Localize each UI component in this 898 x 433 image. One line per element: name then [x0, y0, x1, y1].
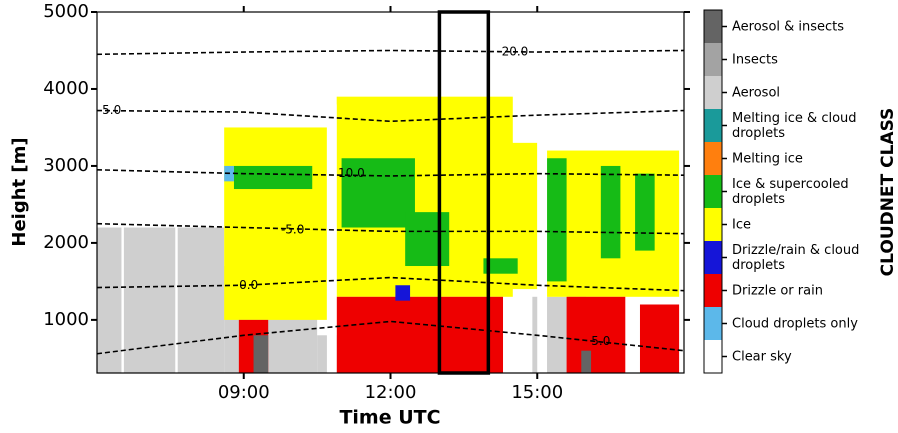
y-tick-label: 2000 — [43, 232, 89, 253]
colorbar-swatch — [704, 208, 722, 241]
colorbar-class-label: Clear sky — [732, 349, 792, 364]
contour-label: 5.0 — [102, 103, 121, 117]
temperature-contour — [96, 109, 685, 123]
temperature-contour — [96, 168, 685, 177]
class-patch — [224, 127, 327, 320]
x-tick-label: 12:00 — [365, 382, 417, 403]
class-patch — [233, 165, 313, 190]
class-patch — [405, 212, 450, 267]
colorbar-class-label: Aerosol & insects — [732, 19, 845, 34]
temperature-contour — [96, 276, 685, 292]
temperature-contour — [96, 320, 685, 355]
contour-label: 0.0 — [239, 278, 258, 292]
colorbar-swatch — [704, 175, 722, 208]
colorbar-swatch — [704, 109, 722, 142]
class-patch — [253, 335, 269, 373]
class-patch — [175, 227, 178, 373]
colorbar-frame — [703, 9, 723, 374]
y-tick-label: 4000 — [43, 78, 89, 99]
colorbar-swatch — [704, 340, 722, 373]
colorbar-swatch — [704, 307, 722, 340]
temperature-contour — [96, 49, 685, 56]
y-tick-label: 5000 — [43, 1, 89, 22]
colorbar-class-label: Melting ice & cloud droplets — [732, 110, 857, 141]
contour-label: 5.0 — [591, 334, 610, 348]
x-label: Time UTC — [339, 407, 440, 429]
colorbar-class-label: Cloud droplets only — [732, 316, 858, 331]
class-patch — [639, 304, 680, 373]
class-patch — [600, 165, 621, 259]
contour-label: 10.0 — [338, 166, 365, 180]
colorbar-class-label: Aerosol — [732, 85, 781, 100]
colorbar-swatch — [704, 43, 722, 76]
colorbar-class-label: Melting ice — [732, 151, 803, 166]
x-tick-label: 09:00 — [218, 382, 270, 403]
class-patch — [537, 119, 548, 373]
colorbar-class-label: Insects — [732, 52, 778, 67]
colorbar-class-label: Ice — [732, 217, 751, 232]
colorbar-swatch — [704, 142, 722, 175]
colorbar-class-label: Ice & supercooled droplets — [732, 176, 849, 207]
contour-label: -20.0 — [497, 45, 528, 59]
colorbar-label: CLOUDNET CLASS — [878, 108, 898, 277]
y-tick-label: 1000 — [43, 309, 89, 330]
colorbar-swatch — [704, 10, 722, 43]
class-patch — [483, 258, 518, 274]
class-patch — [566, 296, 626, 373]
colorbar-swatch — [704, 274, 722, 307]
temperature-contour — [96, 222, 685, 235]
contour-label: -5.0 — [281, 222, 304, 236]
x-tick-label: 15:00 — [511, 382, 563, 403]
class-patch — [547, 158, 567, 282]
class-patch — [326, 104, 337, 374]
y-tick-label: 3000 — [43, 155, 89, 176]
class-patch — [341, 158, 415, 228]
colorbar-swatch — [704, 241, 722, 274]
colorbar-class-label: Drizzle/rain & cloud droplets — [732, 242, 860, 273]
colorbar-class-label: Drizzle or rain — [732, 283, 823, 298]
class-patch — [581, 350, 592, 373]
class-patch — [121, 227, 124, 373]
colorbar-swatch — [704, 76, 722, 109]
class-patch — [395, 285, 411, 301]
class-patch — [635, 173, 655, 251]
class-patch — [336, 296, 504, 373]
class-patch — [97, 227, 225, 373]
y-label: Height [m] — [9, 137, 30, 246]
